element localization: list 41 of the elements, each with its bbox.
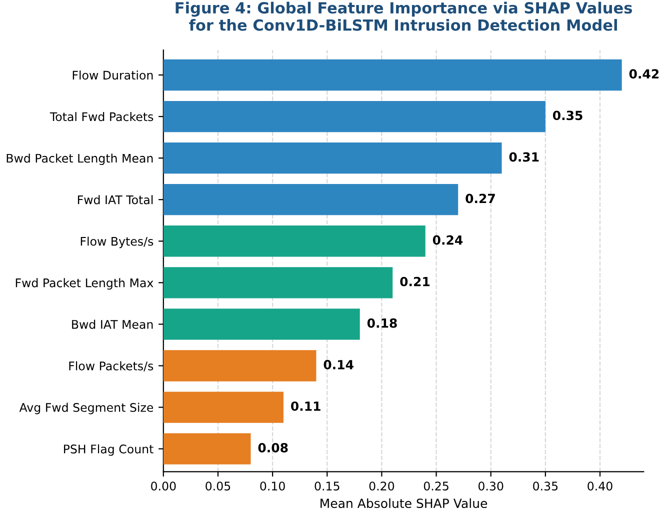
x-tick-label: 0.10 — [260, 482, 285, 491]
data-label: 0.11 — [291, 401, 320, 411]
x-tick-label: 0.20 — [369, 482, 394, 491]
y-tick-label: Fwd Packet Length Max — [16, 278, 154, 290]
data-label: 0.08 — [258, 442, 288, 452]
bar — [163, 433, 251, 464]
y-tick-label: Flow Packets/s — [69, 361, 154, 372]
chart-title: Figure 4: Global Feature Importance via SHAP Values for the Conv1D-BiLSTM Intrusion Detection Model — [176, 2, 632, 31]
x-tick-label: 0.35 — [533, 482, 558, 491]
y-tick-label: Bwd Packet Length Mean — [6, 154, 153, 165]
data-label: 0.31 — [509, 152, 539, 162]
x-tick-label: 0.30 — [478, 482, 504, 491]
bar — [163, 267, 393, 298]
bar — [163, 59, 622, 91]
y-tick-label: Flow Duration — [72, 70, 153, 80]
data-label: 0.42 — [629, 69, 659, 79]
data-label: 0.27 — [466, 194, 495, 204]
data-label: 0.18 — [367, 318, 397, 328]
bar — [163, 350, 316, 382]
y-tick-label: Total Fwd Packets — [50, 112, 154, 122]
bar — [163, 100, 546, 132]
data-label: 0.24 — [432, 235, 463, 245]
x-tick-label: 0.00 — [151, 482, 176, 491]
x-tick-label: 0.05 — [206, 482, 230, 491]
y-tick-label: Bwd IAT Mean — [72, 320, 153, 329]
bar — [163, 142, 502, 174]
data-label: 0.35 — [552, 110, 582, 120]
bar — [163, 308, 360, 340]
bar — [163, 392, 284, 423]
data-label: 0.14 — [324, 360, 354, 370]
x-axis-title: Mean Absolute SHAP Value — [320, 498, 488, 508]
y-tick-label: Avg Fwd Segment Size — [19, 402, 154, 414]
y-tick-label: Flow Bytes/s — [80, 236, 154, 248]
data-label: 0.21 — [400, 276, 430, 286]
x-tick-label: 0.40 — [588, 482, 612, 491]
bar — [163, 226, 426, 257]
bar — [163, 184, 458, 216]
x-tick-label: 0.15 — [314, 482, 340, 491]
y-tick-label: PSH Flag Count — [64, 444, 154, 456]
x-tick-label: 0.25 — [424, 482, 448, 491]
y-tick-label: Fwd IAT Total — [78, 195, 153, 204]
